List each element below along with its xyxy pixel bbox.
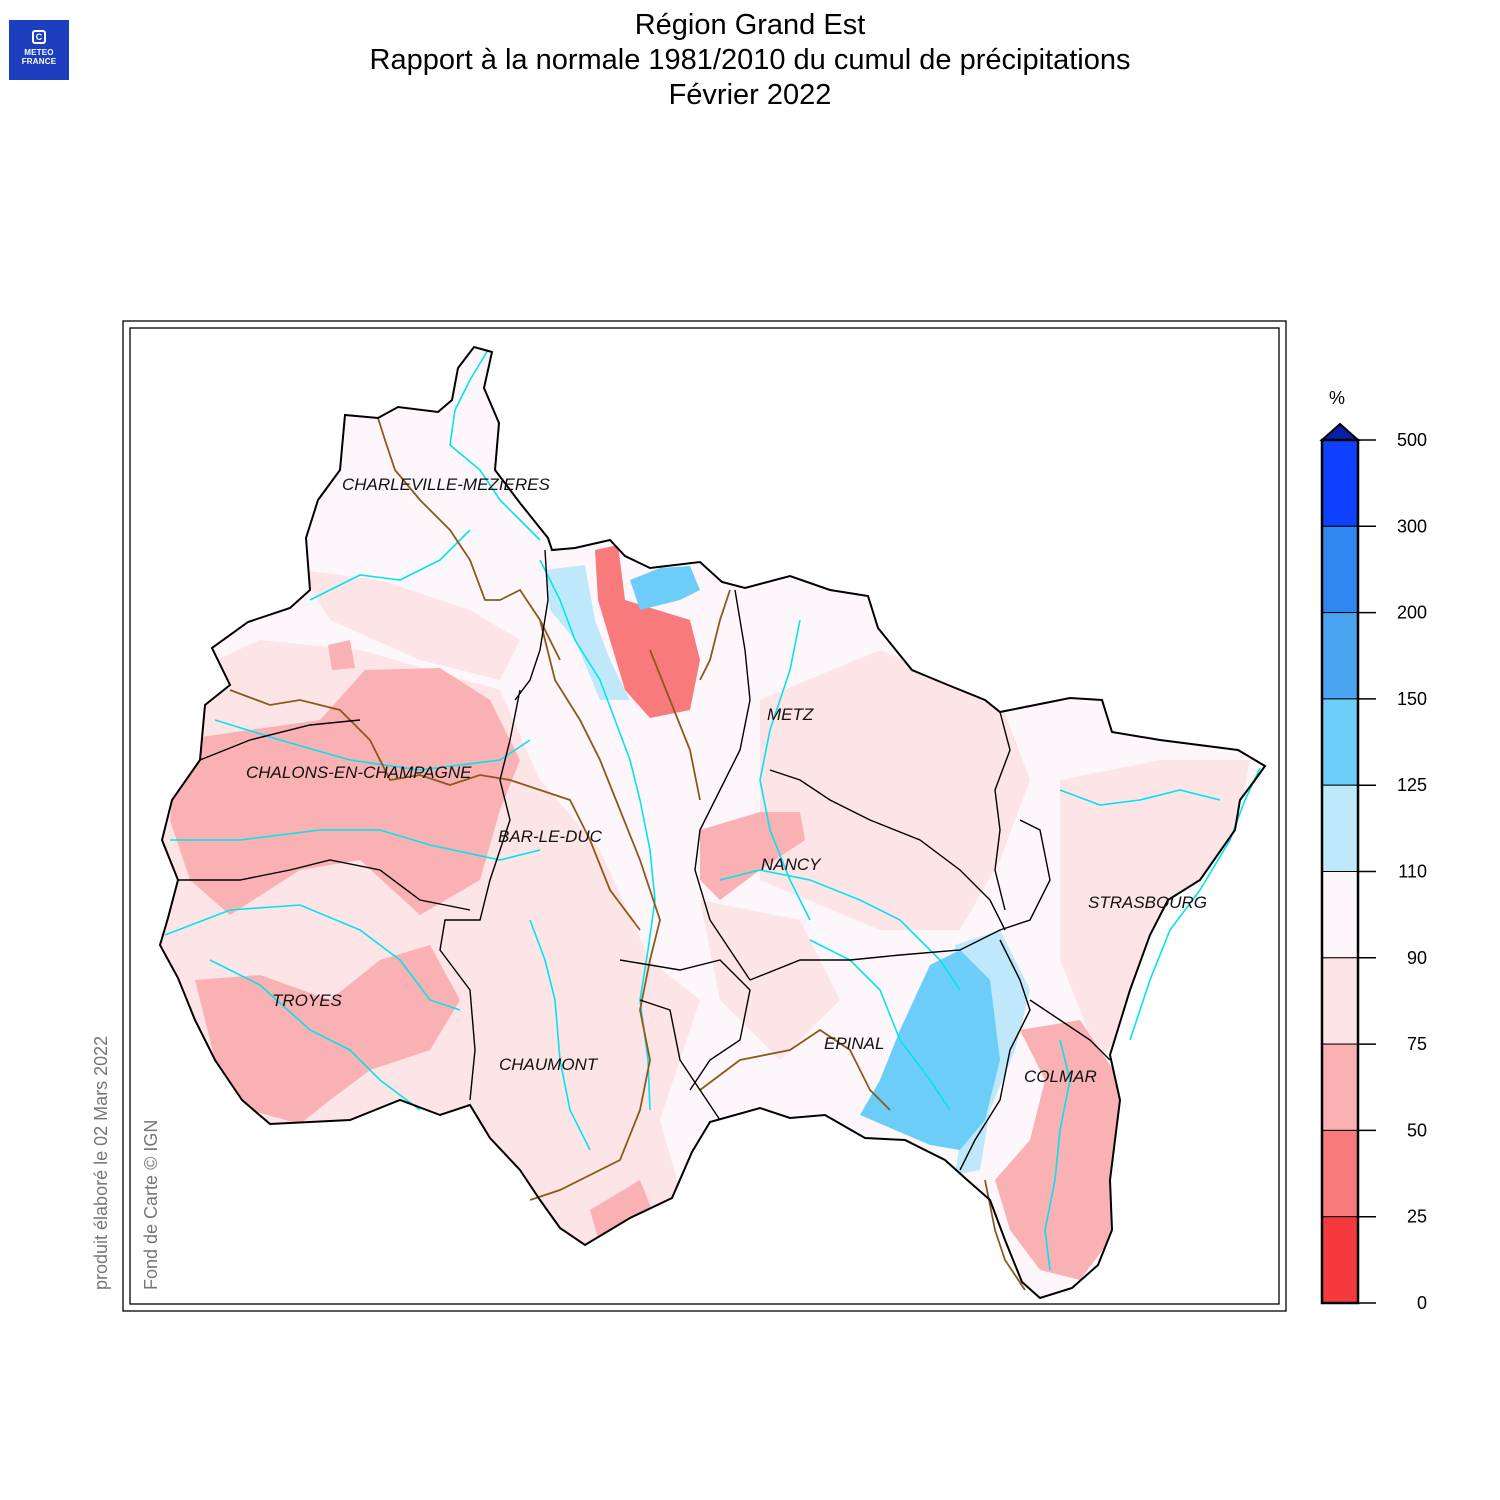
legend-tick-label-125: 125: [1397, 775, 1427, 795]
city-label-nancy: NANCY: [761, 855, 822, 874]
legend-tick-label-200: 200: [1397, 603, 1427, 623]
map-frame-inner: [129, 327, 1280, 1305]
zone-25-50-ardennes: [595, 545, 700, 718]
river-moselle-north: [759, 619, 811, 921]
basemap-credit: Fond de Carte © IGN: [141, 1120, 161, 1290]
bnd-9: [959, 939, 1031, 1171]
zone-75-90-north: [300, 570, 520, 680]
river-marne: [170, 829, 541, 861]
river-meurthe: [719, 869, 961, 991]
dept-line-meuse: [529, 619, 661, 1201]
zone-50-75-chalons: [170, 668, 520, 915]
meteo-france-logo: C METEO FRANCE: [9, 20, 69, 80]
legend-tick-label-110: 110: [1398, 862, 1427, 882]
legend-tick-label-0: 0: [1417, 1293, 1427, 1313]
dept-line-moselle: [649, 649, 701, 801]
river-meuse-north: [449, 349, 541, 541]
zone-125-150-north: [630, 566, 700, 610]
legend-overflow-arrow-icon: [1319, 422, 1361, 441]
dept-line-vosges: [699, 1028, 891, 1111]
city-label-metz: METZ: [767, 705, 814, 724]
logo-mark-icon: C: [32, 30, 46, 44]
river-seine: [209, 959, 421, 1111]
legend-bin-90-110: [1321, 871, 1359, 959]
title-description: Rapport à la normale 1981/2010 du cumul …: [369, 44, 1131, 76]
zone-75-90-lorraine: [760, 650, 1030, 930]
map-title: Région Grand Est Rapport à la normale 19…: [0, 8, 1500, 113]
dept-line-north: [699, 589, 731, 681]
legend-tick-label-50: 50: [1407, 1120, 1427, 1140]
city-label-colmar: COLMAR: [1024, 1067, 1097, 1086]
river-marne-upper: [529, 919, 591, 1151]
bnd-12: [639, 999, 721, 1121]
legend-bins: [1321, 439, 1359, 1304]
legend-tick-label-300: 300: [1397, 516, 1427, 536]
legend-bin-0-25: [1321, 1216, 1359, 1304]
legend-bin-125-150: [1321, 698, 1359, 786]
legend-bin-75-90: [1321, 957, 1359, 1045]
zone-125-150-vosges: [860, 950, 1000, 1150]
zone-75-90-alsace: [1060, 760, 1250, 1060]
dept-line-ardennes: [377, 417, 561, 661]
legend-bin-50-75: [1321, 1043, 1359, 1131]
zone-50-75-small: [328, 640, 355, 670]
map-frame-outer: [122, 320, 1287, 1312]
logo-text-line2: FRANCE: [21, 57, 57, 66]
dept-line-bar: [509, 779, 641, 931]
legend-tick-label-90: 90: [1407, 948, 1427, 968]
river-sauer: [1059, 789, 1221, 806]
department-boundaries: [229, 417, 1026, 1291]
logo-text-line1: METEO: [24, 48, 54, 57]
legend-bin-300-500: [1321, 439, 1359, 527]
river-aube: [164, 904, 461, 1011]
legend-bin-200-300: [1321, 525, 1359, 614]
city-label-charleville-mezieres: CHARLEVILLE-MEZIERES: [342, 475, 550, 494]
legend-tick-label-150: 150: [1397, 689, 1427, 709]
legend-bin-25-50: [1321, 1129, 1359, 1218]
bnd-8: [749, 819, 1051, 981]
city-label-epinal: EPINAL: [824, 1034, 884, 1053]
production-date-note: produit élaboré le 02 Mars 2022: [91, 1036, 111, 1290]
legend-unit: %: [1329, 388, 1345, 408]
title-period: Février 2022: [668, 79, 832, 111]
bnd-11: [619, 959, 751, 1091]
zone-110-125-meuse: [545, 565, 630, 700]
legend-tick-label-500: 500: [1397, 430, 1427, 450]
city-label-bar-le-duc: BAR-LE-DUC: [498, 827, 603, 846]
dept-line-marne: [229, 689, 511, 786]
legend-tick-label-75: 75: [1407, 1034, 1427, 1054]
city-label-chalons-en-champagne: CHALONS-EN-CHAMPAGNE: [246, 763, 472, 782]
bnd-3: [199, 719, 361, 761]
arrondissement-boundaries: [178, 549, 1111, 1171]
zone-50-75-troyes: [195, 945, 460, 1124]
dept-line-alsace: [984, 1179, 1026, 1291]
city-label-troyes: TROYES: [272, 991, 343, 1010]
legend-bin-150-200: [1321, 612, 1359, 700]
bnd-10: [1029, 999, 1111, 1061]
legend-tick-label-25: 25: [1407, 1207, 1427, 1227]
region-outline: [158, 345, 1267, 1300]
city-label-chaumont: CHAUMONT: [499, 1055, 599, 1074]
bnd-1: [514, 549, 549, 701]
legend-ticks: 500 300 200 150 125 110 90 75 50 25 0: [1358, 430, 1427, 1313]
river-rhine: [1129, 767, 1261, 1041]
bnd-7: [994, 711, 1011, 911]
river-ill-south: [1044, 1039, 1071, 1271]
zone-75-90-vosges-w: [700, 900, 840, 1060]
bnd-5: [694, 589, 751, 981]
color-legend: % 500 300 200 150 125 110 90 75 50 25 0: [1319, 388, 1427, 1313]
bnd-2: [439, 689, 521, 1101]
bnd-4: [178, 859, 471, 911]
legend-bin-110-125: [1321, 784, 1359, 873]
title-region: Région Grand Est: [634, 9, 866, 41]
city-label-strasbourg: STRASBOURG: [1088, 893, 1207, 912]
precipitation-field: [160, 347, 1265, 1298]
river-vesle: [214, 719, 531, 771]
river-moselle-south: [809, 939, 951, 1111]
rivers: [164, 349, 1261, 1271]
river-aisne: [309, 529, 471, 601]
bnd-6: [769, 769, 1006, 931]
